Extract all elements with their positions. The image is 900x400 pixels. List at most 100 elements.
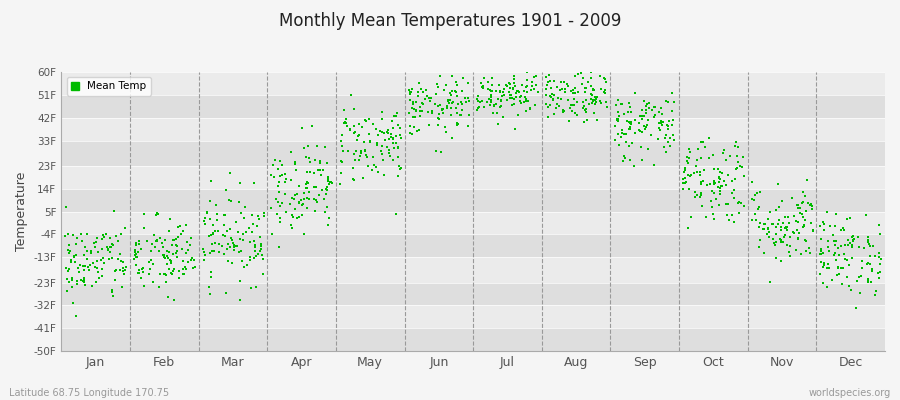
Point <box>383 131 398 138</box>
Point <box>659 98 673 104</box>
Point <box>393 132 408 138</box>
Point <box>66 300 80 306</box>
Point <box>346 176 361 183</box>
Point <box>500 82 514 88</box>
Point <box>830 272 844 278</box>
Point <box>621 126 635 132</box>
Point <box>635 107 650 114</box>
Point <box>407 106 421 112</box>
Point <box>508 83 522 90</box>
Point <box>779 241 794 248</box>
Point <box>540 104 554 110</box>
Point <box>693 172 707 178</box>
Point <box>80 231 94 237</box>
Point <box>589 100 603 107</box>
Point <box>362 130 376 137</box>
Point <box>457 94 472 101</box>
Point <box>355 124 369 130</box>
Point <box>666 132 680 138</box>
Point <box>208 240 222 246</box>
Point <box>359 152 374 158</box>
Point <box>694 190 708 197</box>
Point <box>405 105 419 111</box>
Bar <box>61 95 885 118</box>
Point <box>585 92 599 98</box>
Point <box>566 102 580 108</box>
Point <box>803 250 817 256</box>
Point <box>425 110 439 116</box>
Point <box>406 114 420 120</box>
Point <box>237 214 251 221</box>
Point <box>636 113 651 119</box>
Point <box>231 229 246 236</box>
Point <box>756 226 770 232</box>
Point <box>324 179 338 186</box>
Point <box>105 288 120 295</box>
Point <box>90 265 104 271</box>
Point <box>682 148 697 155</box>
Point <box>270 211 284 217</box>
Point <box>450 93 464 100</box>
Point <box>619 118 634 124</box>
Point <box>105 241 120 248</box>
Point <box>114 284 129 290</box>
Point <box>509 88 524 94</box>
Point <box>487 103 501 109</box>
Point <box>316 167 330 173</box>
Point <box>233 296 248 303</box>
Point <box>821 238 835 244</box>
Point <box>834 227 849 234</box>
Point <box>583 69 598 75</box>
Point <box>156 252 170 258</box>
Point <box>861 260 876 266</box>
Point <box>183 242 197 248</box>
Point <box>304 123 319 129</box>
Point <box>147 232 161 238</box>
Point <box>76 267 91 274</box>
Point <box>112 266 127 273</box>
Point <box>757 250 771 256</box>
Point <box>752 188 767 195</box>
Point <box>813 223 827 229</box>
Point <box>160 294 175 300</box>
Point <box>639 102 653 109</box>
Point <box>831 245 845 252</box>
Point <box>294 124 309 131</box>
Point <box>184 257 198 264</box>
Point <box>757 221 771 227</box>
Point <box>524 87 538 93</box>
Point <box>590 94 605 100</box>
Point <box>233 180 248 186</box>
Point <box>178 264 193 270</box>
Point <box>656 118 670 125</box>
Point <box>593 73 608 79</box>
Point <box>632 127 646 133</box>
Point <box>160 254 175 261</box>
Point <box>774 236 788 243</box>
Point <box>68 313 83 320</box>
Point <box>127 256 141 263</box>
Point <box>251 250 266 257</box>
Point <box>180 239 194 245</box>
Point <box>761 234 776 240</box>
Point <box>788 218 803 225</box>
Point <box>357 139 372 145</box>
Point <box>137 283 151 289</box>
Point <box>333 181 347 188</box>
Point <box>279 176 293 182</box>
Point <box>204 268 219 275</box>
Point <box>552 102 566 109</box>
Point <box>448 88 463 94</box>
Point <box>614 134 628 140</box>
Point <box>401 110 416 116</box>
Point <box>312 158 327 164</box>
Point <box>627 162 642 169</box>
Point <box>586 97 600 103</box>
Point <box>765 221 779 227</box>
Point <box>860 239 875 246</box>
Point <box>844 242 859 248</box>
Point <box>647 162 662 168</box>
Point <box>252 248 266 254</box>
Point <box>169 254 184 260</box>
Point <box>195 246 210 252</box>
